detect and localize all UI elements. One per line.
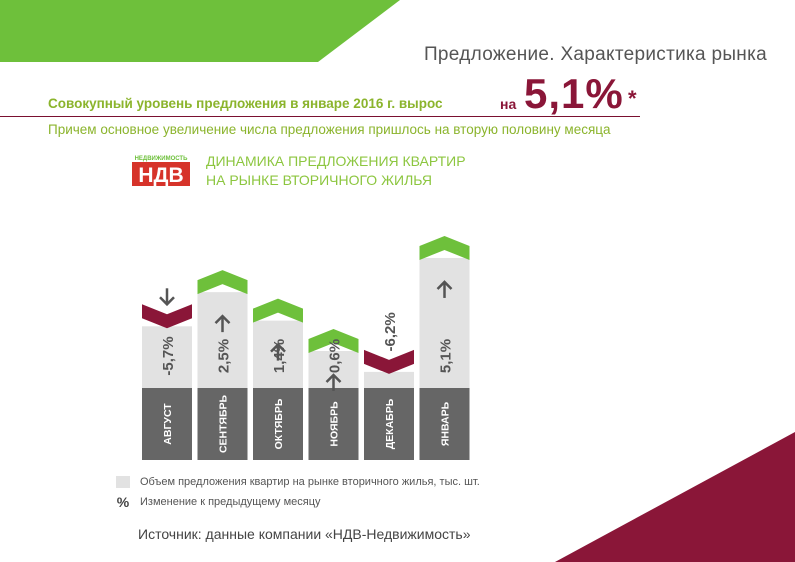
bar-cap-up (419, 235, 470, 260)
legend-item-volume: Объем предложения квартир на рынке втори… (116, 476, 480, 488)
source-note: Источник: данные компании «НДВ-Недвижимо… (138, 526, 471, 542)
bar-body (364, 371, 414, 388)
bar-cap-up (308, 328, 359, 353)
category-label: АВГУСТ (162, 403, 174, 445)
green-corner-decoration (0, 0, 400, 62)
bar-body (142, 326, 192, 388)
value-label: 1,4% (271, 339, 288, 373)
value-label: -6,2% (382, 312, 399, 351)
category-label-bg (364, 388, 414, 460)
arrow-up-icon (270, 342, 286, 353)
legend-label-volume: Объем предложения квартир на рынке втори… (140, 476, 480, 488)
page-title: Предложение. Характеристика рынка (423, 44, 767, 65)
bar-cap-down (142, 304, 192, 329)
category-label-bg (419, 388, 470, 460)
legend-item-change: % Изменение к предыдущему месяцу (116, 494, 321, 510)
category-label: ЯНВАРЬ (440, 401, 452, 446)
arrow-up-icon (325, 373, 342, 383)
growth-prefix: на (500, 96, 517, 112)
legend-label-change: Изменение к предыдущему месяцу (140, 496, 321, 508)
bar-cap-up (253, 298, 303, 323)
value-label: 5,1% (438, 339, 455, 373)
category-label: ДЕКАБРЬ (384, 398, 396, 449)
value-label: 0,6% (327, 339, 344, 373)
category-label-bg (253, 388, 303, 460)
headline-rule (0, 116, 640, 117)
arrow-down-icon (159, 296, 175, 307)
bar-cap-down (364, 349, 414, 374)
category-label: НОЯБРЬ (329, 401, 341, 447)
bar-body (197, 292, 248, 388)
maroon-corner-decoration (555, 432, 795, 562)
growth-footnote-mark: * (628, 86, 637, 111)
ndv-logo: НЕДВИЖИМОСТЬ НДВ (132, 154, 190, 186)
svg-text:НДВ: НДВ (138, 164, 183, 186)
arrow-up-icon (436, 280, 453, 290)
subheadline: Причем основное увеличение числа предлож… (48, 122, 611, 137)
chart-title-line-1: ДИНАМИКА ПРЕДЛОЖЕНИЯ КВАРТИР (206, 153, 466, 169)
category-label: СЕНТЯБРЬ (218, 395, 230, 454)
category-label-bg (197, 388, 248, 460)
value-label: -5,7% (160, 336, 177, 375)
category-label: ОКТЯБРЬ (273, 398, 285, 449)
bar-body (419, 257, 470, 388)
category-label-bg (142, 388, 192, 460)
legend-swatch (116, 476, 130, 488)
legend-percent-symbol: % (116, 494, 130, 510)
bar-cap-up (197, 270, 248, 295)
value-label: 2,5% (216, 339, 233, 373)
growth-value: 5,1% (524, 70, 624, 117)
headline: Совокупный уровень предложения в январе … (48, 96, 443, 111)
chart-title: ДИНАМИКА ПРЕДЛОЖЕНИЯ КВАРТИР НА РЫНКЕ ВТ… (206, 152, 466, 190)
category-label-bg (308, 388, 359, 460)
chart-title-line-2: НА РЫНКЕ ВТОРИЧНОГО ЖИЛЬЯ (206, 172, 432, 188)
arrow-up-icon (214, 314, 231, 325)
svg-text:НЕДВИЖИМОСТЬ: НЕДВИЖИМОСТЬ (135, 156, 189, 162)
